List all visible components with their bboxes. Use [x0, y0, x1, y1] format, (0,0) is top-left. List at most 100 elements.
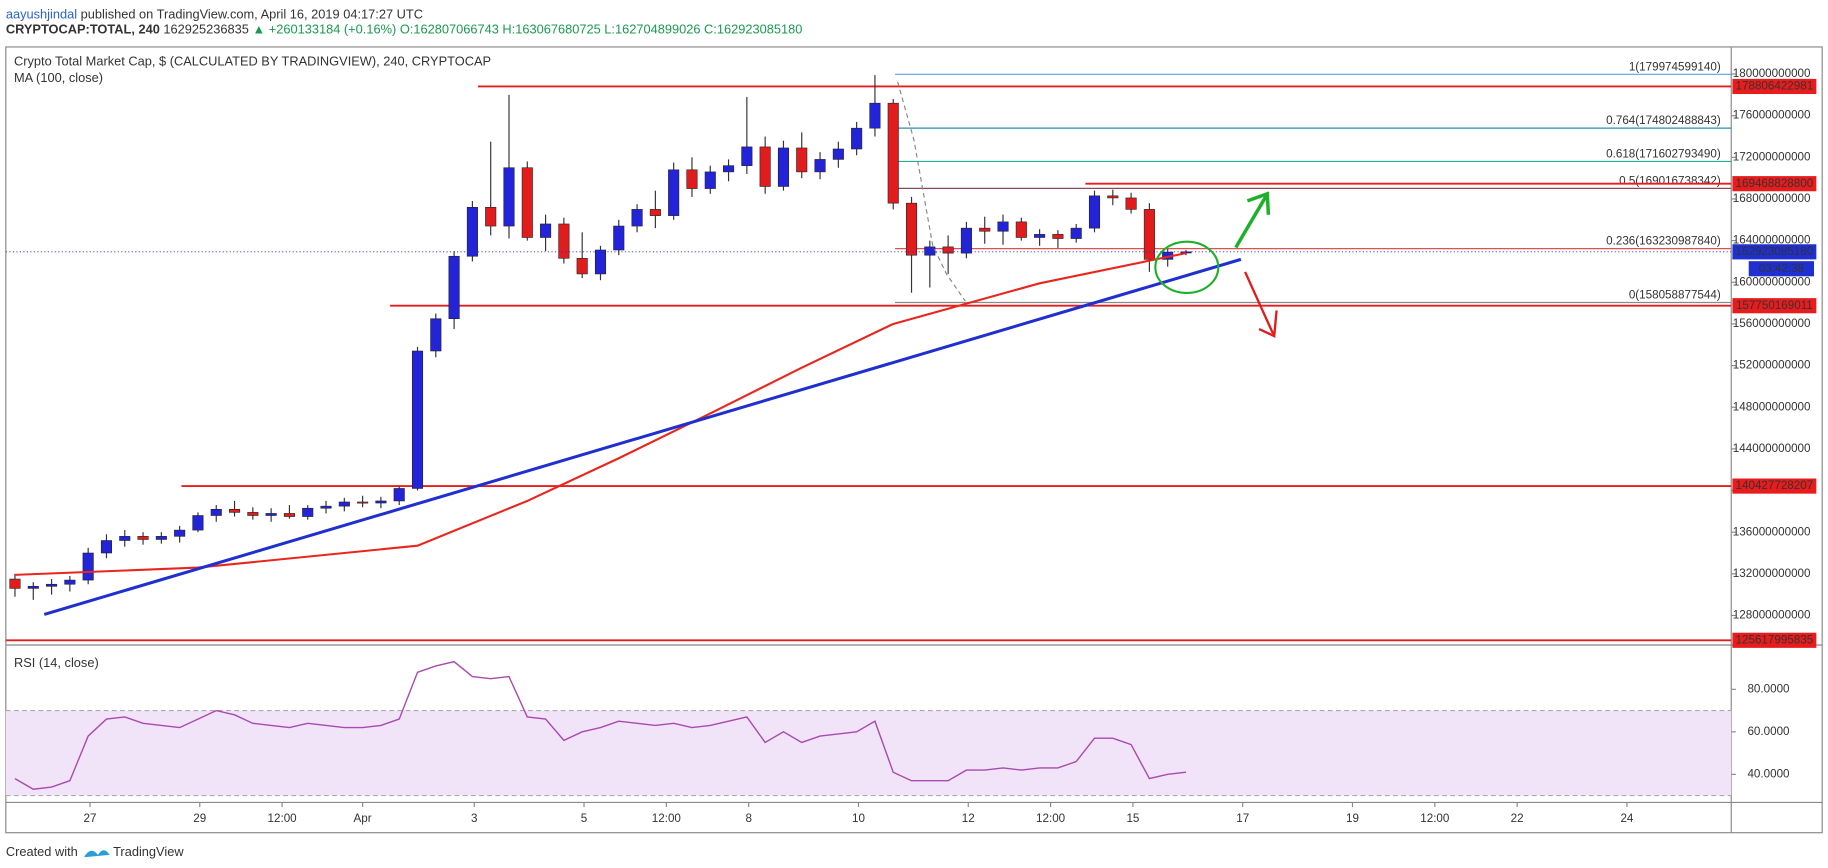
x-tick-label: 24	[1620, 812, 1633, 825]
y-tick-label: 176000000000	[1733, 109, 1811, 122]
frame	[5, 46, 1823, 834]
candle-body	[375, 500, 387, 504]
x-tick-label: 17	[1236, 812, 1249, 825]
x-tick-label: 29	[193, 812, 206, 825]
y-tick-label: 60.0000	[1747, 725, 1790, 738]
y-tick-label: 144000000000	[1733, 442, 1811, 455]
x-tick-label: 12	[962, 812, 975, 825]
candle-body	[540, 223, 552, 238]
candle-body	[869, 102, 881, 129]
candle-body	[576, 258, 588, 275]
candle-body	[46, 583, 58, 587]
y-tick-label: 172000000000	[1733, 150, 1811, 163]
x-tick-label: 27	[84, 812, 97, 825]
candle-body	[229, 508, 241, 513]
candle-body	[668, 169, 680, 216]
y-tick-label: 156000000000	[1733, 317, 1811, 330]
candle-body	[777, 147, 789, 187]
candle-body	[1143, 209, 1155, 260]
countdown-tag	[1748, 261, 1815, 277]
candle-body	[686, 169, 698, 189]
candle-body	[27, 586, 39, 589]
candle-body	[9, 578, 21, 589]
fib-label: 0.764(174802488843)	[1606, 114, 1721, 127]
highlight-circle	[1154, 240, 1220, 294]
y-tick-label: 128000000000	[1733, 609, 1811, 622]
down-arrow	[1244, 271, 1278, 338]
candle-body	[704, 171, 716, 189]
candle-body	[82, 552, 94, 581]
level-tag	[1732, 298, 1817, 314]
plot-layer: 1280000000001320000000001360000000001400…	[5, 60, 1817, 825]
fib-drawing	[897, 81, 966, 302]
candle-body	[814, 159, 826, 173]
candle-body	[851, 127, 863, 150]
y-tick-label: 136000000000	[1733, 525, 1811, 538]
publish-line: aayushjindal published on TradingView.co…	[6, 7, 423, 22]
created-with: Created with	[6, 844, 78, 859]
pane-title: Crypto Total Market Cap, $ (CALCULATED B…	[14, 53, 491, 68]
candle-body	[613, 225, 625, 251]
candle-body	[265, 513, 277, 516]
last-price-tag	[1732, 244, 1817, 260]
change: ▲ +260133184 (+0.16%)	[252, 22, 396, 37]
candle-body	[1088, 195, 1101, 229]
x-tick-label: 22	[1511, 812, 1524, 825]
candle-body	[174, 529, 186, 537]
candle-body	[64, 579, 76, 585]
level-tag	[1732, 478, 1817, 494]
candle-body	[741, 146, 753, 166]
ma-legend: MA (100, close)	[14, 70, 103, 85]
candle-body	[1125, 197, 1137, 210]
candle-body	[192, 515, 204, 531]
x-tick-label: 12:00	[268, 812, 298, 825]
fib-label: 0(158058877544)	[1629, 289, 1721, 302]
candle-body	[119, 536, 131, 541]
candle-body	[357, 501, 369, 504]
candle-body	[137, 536, 149, 540]
level-label: 169468828800	[1736, 177, 1814, 190]
candle-body	[1052, 234, 1064, 239]
candle-body	[485, 207, 497, 227]
x-tick-label: 15	[1126, 812, 1139, 825]
x-tick-label: 19	[1346, 812, 1359, 825]
candle-body	[1015, 221, 1027, 238]
candle-body	[302, 507, 314, 517]
candle-body	[1034, 234, 1046, 238]
level-tag	[1732, 176, 1817, 192]
x-tick-label: 8	[745, 812, 751, 825]
fib-label: 0.5(169016738342)	[1619, 174, 1721, 187]
candle-body	[503, 167, 515, 227]
last: 162925236835	[163, 22, 249, 37]
ma-line	[14, 252, 1187, 576]
brand[interactable]: TradingView	[113, 844, 184, 859]
published: published on TradingView.com, April 16, …	[81, 7, 423, 22]
candle-body	[210, 508, 222, 516]
candle-body	[979, 227, 991, 232]
level-label: 125617995835	[1736, 633, 1814, 646]
y-tick-label: 164000000000	[1733, 234, 1811, 247]
author[interactable]: aayushjindal	[6, 7, 77, 22]
x-tick-label: 12:00	[652, 812, 682, 825]
x-tick-label: 12:00	[1420, 812, 1450, 825]
y-tick-label: 40.0000	[1747, 767, 1790, 780]
fib-label: 1(179974599140)	[1629, 60, 1721, 73]
x-tick-label: 10	[852, 812, 865, 825]
candle-body	[430, 318, 442, 352]
candle-body	[155, 536, 167, 540]
candle-body	[283, 513, 295, 517]
fib-label: 0.618(171602793490)	[1606, 148, 1721, 161]
candle-body	[997, 221, 1009, 232]
ohlc: O:162807066743 H:163067680725 L:16270489…	[400, 22, 803, 37]
candle-body	[960, 227, 972, 254]
candle-body	[887, 102, 899, 204]
candle-body	[393, 488, 405, 502]
y-tick-label: 168000000000	[1733, 192, 1811, 205]
candle-body	[942, 246, 954, 254]
y-tick-label: 80.0000	[1747, 682, 1790, 695]
candle-body	[594, 249, 607, 275]
symbol-line: CRYPTOCAP:TOTAL, 240 162925236835 ▲ +260…	[6, 22, 803, 37]
up-arrow	[1234, 191, 1271, 249]
symbol: CRYPTOCAP:TOTAL, 240	[6, 22, 160, 37]
level-tag	[1732, 632, 1817, 648]
